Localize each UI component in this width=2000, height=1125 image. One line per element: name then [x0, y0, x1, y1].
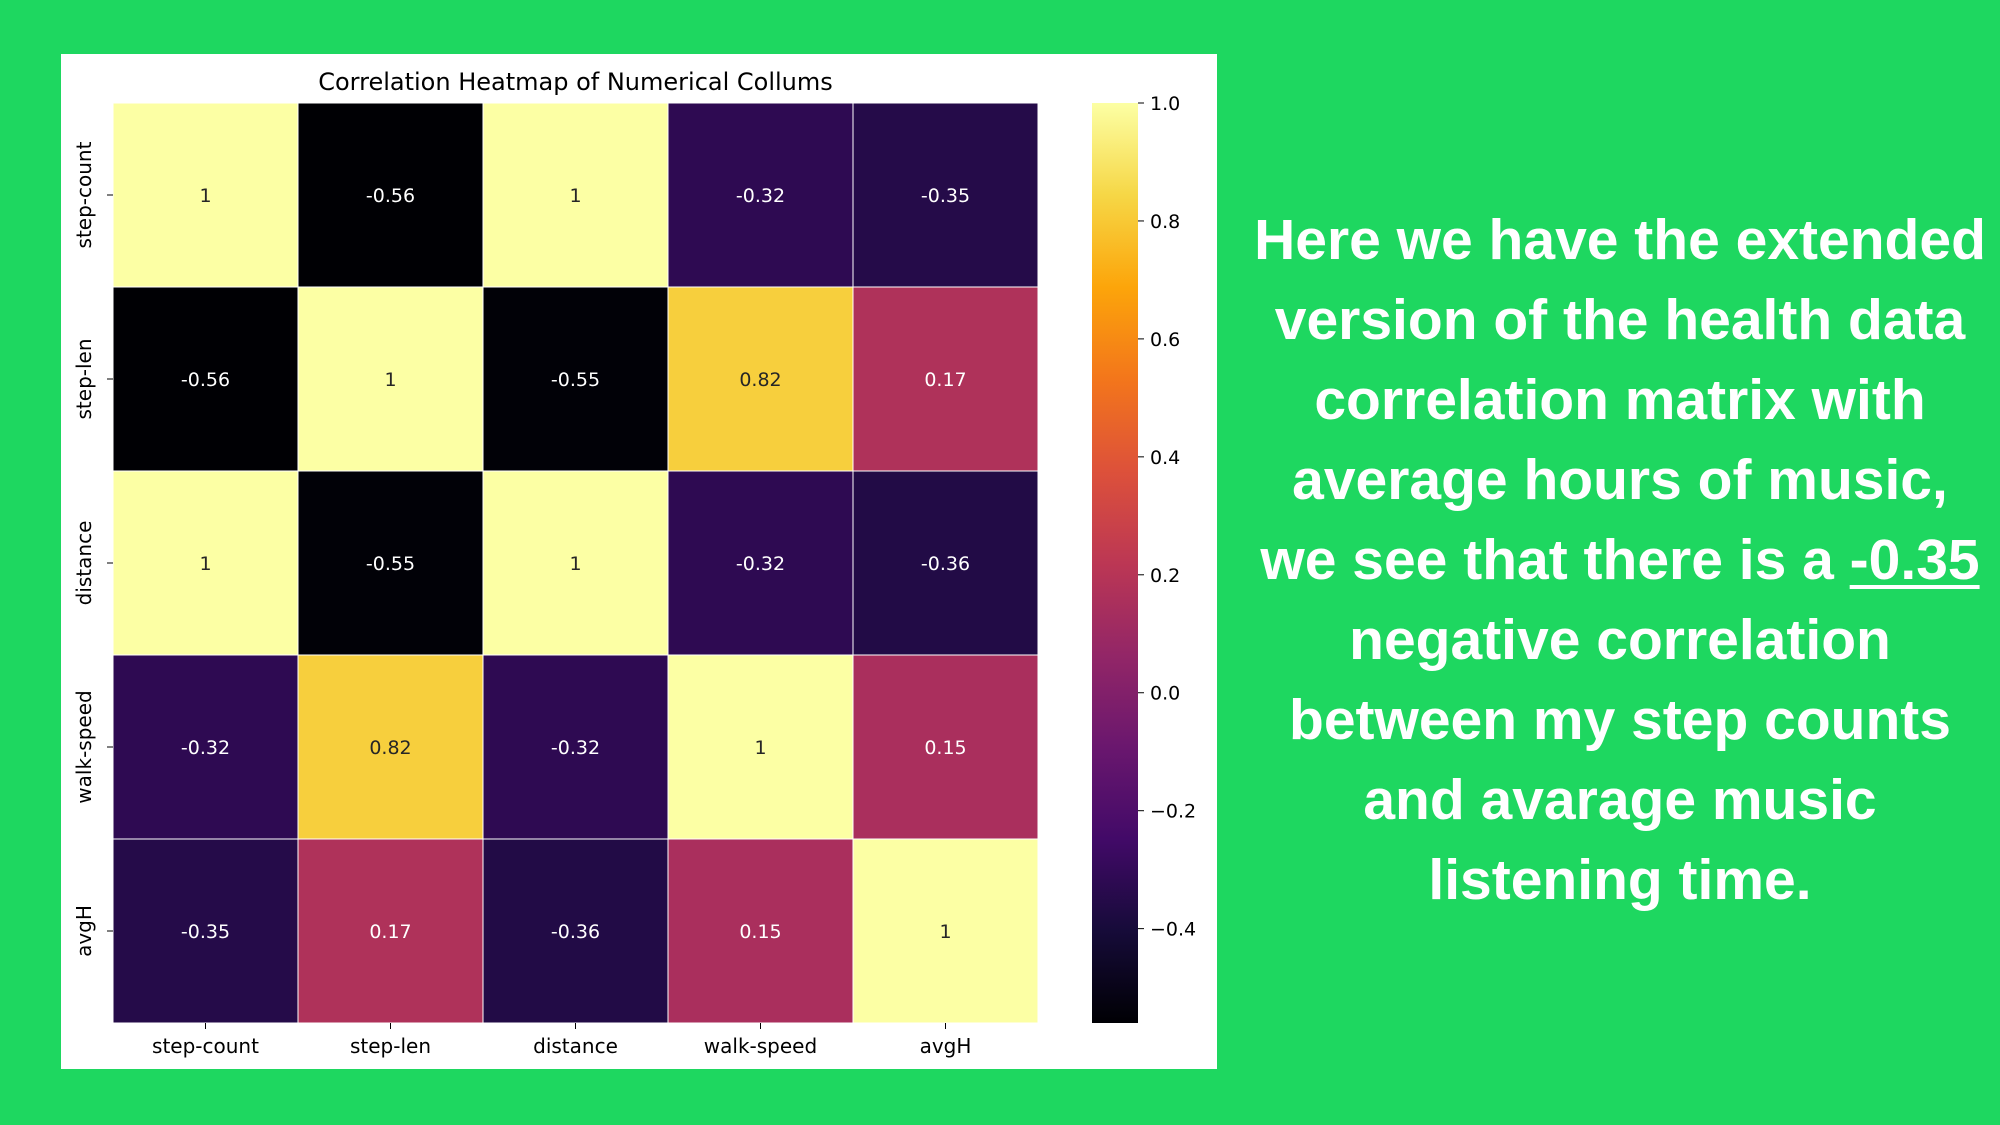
- cell-value-label: -0.55: [366, 553, 415, 575]
- caption-text: Here we have the extended version of the…: [1250, 200, 1990, 920]
- heatmap-cell: [297, 286, 484, 472]
- x-tick-label: walk-speed: [704, 1034, 817, 1058]
- cell-value-label: 1: [199, 185, 211, 207]
- heatmap-cell: [667, 470, 854, 656]
- colorbar-tick-label: 0.4: [1150, 447, 1180, 469]
- colorbar: [1092, 103, 1138, 1023]
- heatmap-cell: [482, 286, 669, 472]
- heatmap-cell: [297, 470, 484, 656]
- heatmap-cell: [112, 102, 299, 288]
- cell-value-label: -0.32: [551, 737, 600, 759]
- caption-before: Here we have the extended version of the…: [1254, 208, 1986, 592]
- heatmap-cell: [482, 838, 669, 1024]
- caption-highlight-value: -0.35: [1849, 528, 1980, 592]
- chart-title: Correlation Heatmap of Numerical Collums: [318, 68, 833, 96]
- cell-value-label: 1: [569, 553, 581, 575]
- heatmap-cell: [852, 838, 1039, 1024]
- cell-value-label: -0.56: [181, 369, 230, 391]
- cell-value-label: 0.15: [924, 737, 966, 759]
- heatmap-cell: [482, 470, 669, 656]
- colorbar-tick-label: 0.0: [1150, 683, 1180, 705]
- y-tick-label: distance: [72, 521, 96, 606]
- x-tick-label: avgH: [920, 1034, 972, 1058]
- y-tick-label: step-len: [72, 338, 96, 419]
- x-tick-label: step-len: [350, 1034, 431, 1058]
- heatmap-cell: [297, 838, 484, 1024]
- cell-value-label: -0.35: [181, 921, 230, 943]
- cell-value-label: 1: [939, 921, 951, 943]
- cell-value-label: -0.36: [921, 553, 970, 575]
- y-tick-label: walk-speed: [72, 690, 96, 803]
- heatmap-cell: [297, 102, 484, 288]
- colorbar-tick-label: −0.2: [1150, 801, 1196, 823]
- cell-value-label: 1: [384, 369, 396, 391]
- colorbar-tick-label: 0.2: [1150, 565, 1180, 587]
- cell-value-label: 0.82: [739, 369, 781, 391]
- heatmap-cell: [852, 102, 1039, 288]
- x-tick-label: step-count: [152, 1034, 259, 1058]
- heatmap-cell: [112, 838, 299, 1024]
- heatmap-cell: [852, 286, 1039, 472]
- chart-figure: Correlation Heatmap of Numerical Collums…: [61, 54, 1217, 1069]
- heatmap-cell: [667, 654, 854, 840]
- cell-value-label: -0.56: [366, 185, 415, 207]
- colorbar-tick-label: 0.6: [1150, 329, 1180, 351]
- heatmap-cell: [852, 470, 1039, 656]
- colorbar-tick-label: 1.0: [1150, 93, 1180, 115]
- cell-value-label: -0.32: [736, 185, 785, 207]
- heatmap-cell: [852, 654, 1039, 840]
- cell-value-label: -0.32: [181, 737, 230, 759]
- cell-value-label: -0.35: [921, 185, 970, 207]
- heatmap-cell: [297, 654, 484, 840]
- cell-value-label: 1: [199, 553, 211, 575]
- cell-value-label: 0.17: [369, 921, 411, 943]
- heatmap-cell: [482, 102, 669, 288]
- colorbar-tick-label: 0.8: [1150, 211, 1180, 233]
- y-tick-label: avgH: [72, 905, 96, 957]
- heatmap-cell: [112, 286, 299, 472]
- x-tick-label: distance: [533, 1034, 618, 1058]
- cell-value-label: 1: [754, 737, 766, 759]
- heatmap-cell: [667, 102, 854, 288]
- cell-value-label: -0.32: [736, 553, 785, 575]
- caption-after: negative correlation between my step cou…: [1289, 608, 1951, 912]
- cell-value-label: 1: [569, 185, 581, 207]
- y-tick-label: step-count: [72, 141, 96, 248]
- cell-value-label: -0.36: [551, 921, 600, 943]
- cell-value-label: 0.82: [369, 737, 411, 759]
- cell-value-label: 0.17: [924, 369, 966, 391]
- colorbar-tick-label: −0.4: [1150, 919, 1196, 941]
- heatmap-svg: Correlation Heatmap of Numerical Collums…: [72, 68, 1196, 1058]
- cell-value-label: 0.15: [739, 921, 781, 943]
- cell-value-label: -0.55: [551, 369, 600, 391]
- heatmap-cell: [482, 654, 669, 840]
